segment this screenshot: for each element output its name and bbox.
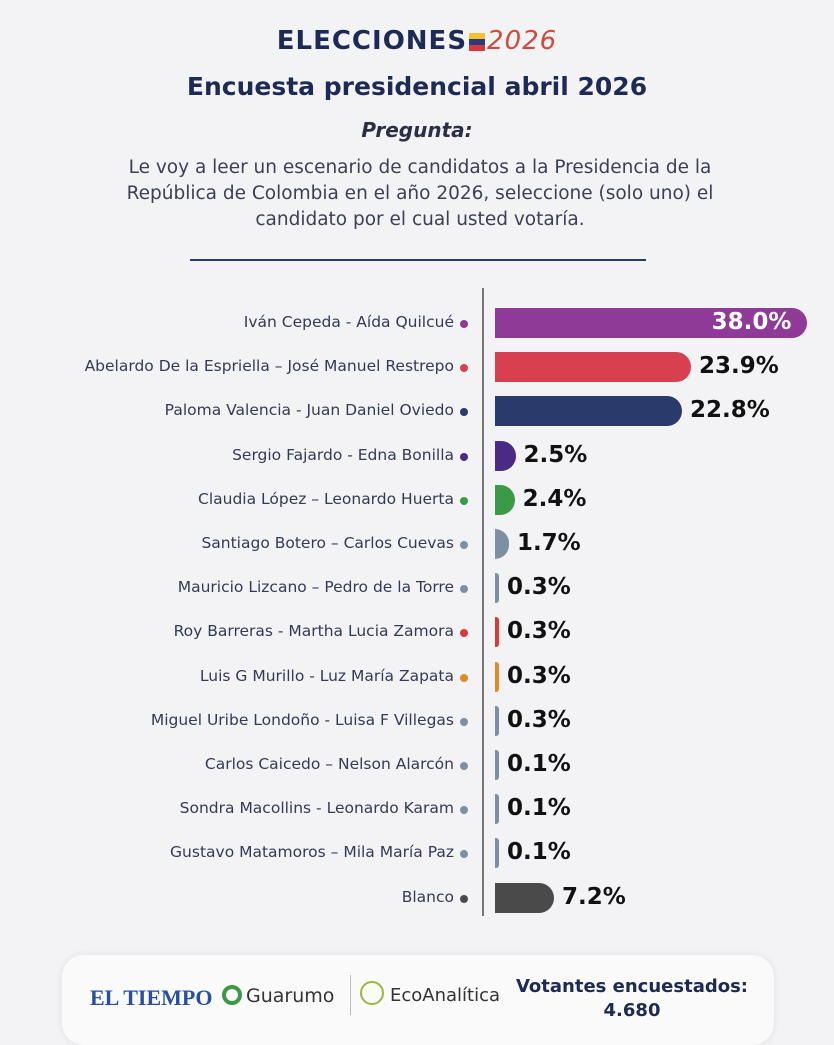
bar-row: Abelardo De la Espriella – José Manuel R…: [0, 351, 834, 383]
category-label: Carlos Caicedo – Nelson Alarcón: [204, 755, 454, 773]
bar-row: Sondra Macollins - Leonardo Karam 0.1%: [0, 793, 834, 825]
bar-row: Iván Cepeda - Aída Quilcué 38.0%: [0, 307, 834, 339]
legend-dot: [460, 408, 468, 417]
legend-dot: [460, 452, 468, 461]
bar: [495, 705, 499, 736]
bar: [495, 661, 499, 692]
category-label: Luis G Murillo - Luz María Zapata: [199, 666, 454, 685]
bar-row: Gustavo Matamoros – Mila María Paz 0.1%: [0, 837, 834, 869]
bar-row: Roy Barreras - Martha Lucia Zamora 0.3%: [0, 616, 834, 648]
question-label: Pregunta:: [361, 118, 473, 142]
bar: [495, 838, 499, 869]
bar-row: Luis G Murillo - Luz María Zapata 0.3%: [0, 661, 834, 693]
voters-value: 4.680: [603, 1000, 661, 1021]
legend-dot: [460, 629, 468, 638]
category-label: Roy Barreras - Martha Lucia Zamora: [173, 622, 454, 641]
category-label: Abelardo De la Espriella – José Manuel R…: [84, 357, 454, 376]
data-label: 23.9%: [698, 353, 779, 380]
chart-title: Encuesta presidencial abril 2026: [186, 72, 648, 101]
guarumo-logo: Guarumo: [246, 985, 335, 1007]
bar: [495, 308, 807, 338]
footer: EL TIEMPO Guarumo EcoAnalítica Votantes …: [62, 955, 774, 1045]
data-label: 7.2%: [562, 883, 626, 910]
logo-year: 2026: [487, 26, 558, 56]
data-label: 38.0%: [711, 309, 792, 335]
logo-divider: [350, 975, 351, 1015]
el-tiempo-logo: EL TIEMPO: [90, 985, 213, 1010]
bar: [495, 484, 515, 515]
data-label: 1.7%: [516, 530, 581, 556]
data-label: 0.1%: [507, 751, 571, 777]
legend-dot: [460, 585, 468, 594]
category-label: Gustavo Matamoros – Mila María Paz: [170, 843, 454, 862]
flag-icon: [469, 33, 486, 51]
legend-dot: [460, 894, 468, 903]
data-label: 0.3%: [507, 574, 571, 601]
bar: [495, 794, 499, 825]
legend-dot: [460, 806, 468, 815]
data-label: 22.8%: [689, 397, 770, 424]
bar: [495, 440, 516, 471]
category-label: Sondra Macollins - Leonardo Karam: [179, 799, 454, 818]
bar-row: Santiago Botero – Carlos Cuevas 1.7%: [0, 528, 834, 560]
data-label: 0.3%: [507, 706, 571, 733]
legend-dot: [460, 850, 468, 859]
category-label: Paloma Valencia - Juan Daniel Oviedo: [164, 401, 454, 420]
legend-dot: [460, 541, 468, 549]
voters-block: Votantes encuestados: 4.680: [512, 975, 752, 1023]
category-label: Sergio Fajardo - Edna Bonilla: [232, 445, 454, 464]
data-label: 2.4%: [522, 485, 587, 512]
bar-row: Miguel Uribe Londoño - Luisa F Villegas …: [0, 705, 834, 737]
legend-dot: [460, 320, 468, 328]
bar: [495, 882, 555, 913]
category-label: Santiago Botero – Carlos Cuevas: [201, 534, 454, 552]
bar: [495, 352, 691, 383]
bar-row: Blanco 7.2%: [0, 882, 834, 914]
legend-dot: [460, 673, 468, 682]
data-label: 0.3%: [507, 662, 571, 689]
category-label: Blanco: [401, 887, 454, 906]
bar: [495, 529, 509, 559]
legend-dot: [460, 762, 468, 770]
ecoanalitica-logo: EcoAnalítica: [390, 985, 501, 1006]
ecoanalitica-icon: [360, 981, 384, 1005]
category-label: Iván Cepeda - Aída Quilcué: [243, 313, 454, 331]
bar-row: Carlos Caicedo – Nelson Alarcón 0.1%: [0, 749, 834, 781]
bar-row: Sergio Fajardo - Edna Bonilla 2.5%: [0, 440, 834, 472]
bar-row: Mauricio Lizcano – Pedro de la Torre 0.3…: [0, 572, 834, 604]
legend-dot: [460, 364, 468, 373]
y-axis-line: [482, 288, 484, 916]
logo-word: ELECCIONES: [276, 26, 468, 56]
category-label: Miguel Uribe Londoño - Luisa F Villegas: [150, 710, 454, 729]
bar: [495, 396, 682, 427]
bar: [495, 750, 499, 780]
guarumo-check-icon: [222, 985, 242, 1005]
question-text: Le voy a leer un escenario de candidatos…: [126, 157, 714, 230]
bar-row: Paloma Valencia - Juan Daniel Oviedo 22.…: [0, 395, 834, 427]
data-label: 2.5%: [523, 441, 588, 468]
data-label: 0.3%: [507, 618, 571, 645]
elecciones-logo: ELECCIONES 2026: [0, 26, 834, 56]
data-label: 0.1%: [507, 795, 571, 822]
voters-label: Votantes encuestados:: [515, 976, 748, 997]
category-label: Claudia López – Leonardo Huerta: [198, 489, 454, 508]
legend-dot: [460, 496, 468, 505]
divider: [190, 259, 646, 261]
data-label: 0.1%: [507, 839, 571, 866]
bar: [495, 617, 499, 648]
category-label: Mauricio Lizcano – Pedro de la Torre: [177, 578, 454, 597]
bar: [495, 573, 499, 604]
bar-row: Claudia López – Leonardo Huerta 2.4%: [0, 484, 834, 516]
legend-dot: [460, 717, 468, 726]
